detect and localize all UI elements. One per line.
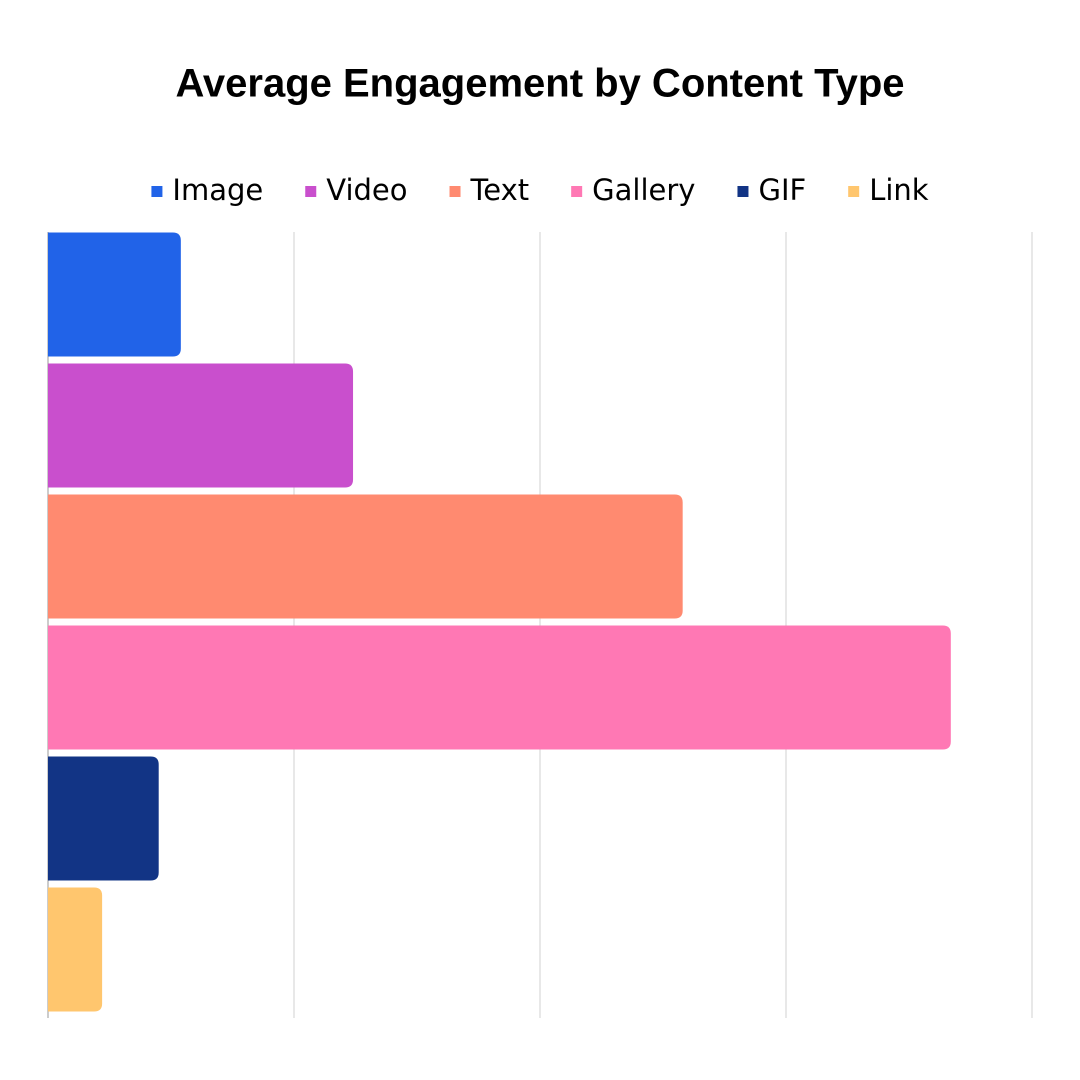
bar [48,363,354,488]
bar [48,494,683,619]
legend-label: Video [326,173,407,207]
legend-label: Text [470,173,530,207]
bar [48,625,951,750]
chart-title: Average Engagement by Content Type [175,62,904,106]
bar [48,887,103,1012]
legend-marker [737,186,749,197]
legend-label: GIF [758,173,806,207]
legend-label: Link [869,173,929,207]
legend-marker [151,186,163,197]
legend-marker [571,186,583,197]
legend-marker [848,186,860,197]
legend-label: Gallery [592,173,695,207]
bar [48,232,181,357]
bar [48,756,159,881]
legend-marker [305,186,317,197]
legend-label: Image [172,173,263,207]
legend-marker [449,186,461,197]
